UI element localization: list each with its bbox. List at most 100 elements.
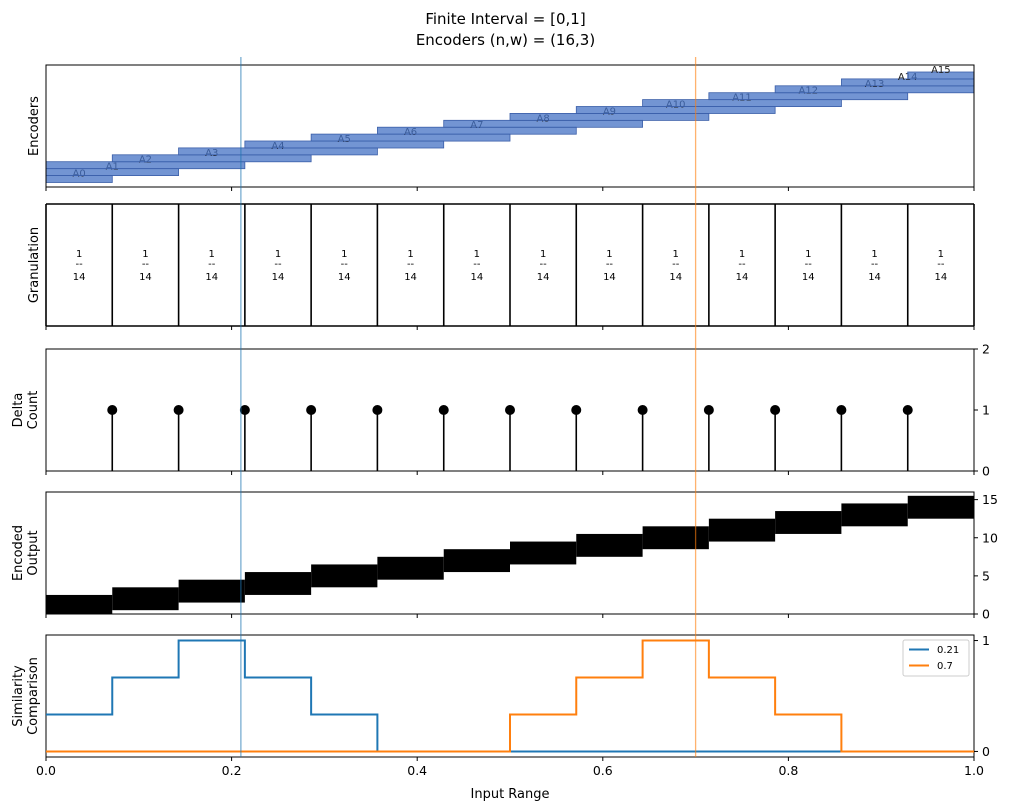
- granule-fraction-bar: --: [738, 259, 746, 270]
- granule-numerator: 1: [673, 249, 679, 260]
- encoded-output-panel: 0 5 10 15 Encoded Output: [11, 491, 998, 622]
- granule-denominator: 14: [669, 272, 682, 283]
- x-axis-label: Input Range: [471, 787, 550, 802]
- encoded-block: [178, 579, 245, 603]
- marker-lines: [240, 57, 697, 757]
- encoded-block: [576, 533, 643, 557]
- granule-fraction-bar: --: [274, 259, 282, 270]
- output-y-tick-label: 10: [982, 530, 998, 545]
- granule-numerator: 1: [540, 249, 546, 260]
- delta-y-tick-label: 0: [982, 464, 990, 479]
- granule-denominator: 14: [935, 272, 948, 283]
- x-tick-label: 0.2: [222, 763, 242, 778]
- granule-numerator: 1: [341, 249, 347, 260]
- granule-denominator: 14: [603, 272, 616, 283]
- granule-denominator: 14: [736, 272, 749, 283]
- delta-marker: [836, 405, 847, 415]
- granule-fraction-bar: --: [341, 259, 349, 270]
- granule-fraction-bar: --: [672, 259, 680, 270]
- granule-fraction-bar: --: [76, 259, 84, 270]
- granule-fraction-bar: --: [871, 259, 879, 270]
- granule-denominator: 14: [802, 272, 815, 283]
- granule-numerator: 1: [407, 249, 413, 260]
- granule-denominator: 14: [205, 272, 218, 283]
- legend-entry-label: 0.21: [937, 645, 959, 656]
- granule-denominator: 14: [139, 272, 152, 283]
- delta-marker: [703, 405, 714, 415]
- delta-marker: [239, 405, 250, 415]
- encoded-block: [112, 587, 179, 611]
- encoded-block: [244, 572, 312, 595]
- encoders-panel: A0A1A2A3A4A5A6A7A8A9A10A11A12A13A14A15En…: [27, 64, 975, 191]
- granule-denominator: 14: [73, 272, 86, 283]
- delta-marker: [902, 405, 913, 415]
- delta-marker: [438, 405, 449, 415]
- delta-y-tick-label: 2: [982, 342, 990, 357]
- granule-numerator: 1: [739, 249, 745, 260]
- delta-marker: [770, 405, 781, 415]
- output-y-label: Encoded: [11, 525, 26, 581]
- granulation-panel: 1--141--141--141--141--141--141--141--14…: [27, 203, 975, 330]
- encoders-frame: [45, 64, 975, 188]
- granulation-y-label: Granulation: [27, 227, 42, 303]
- similarity-line-0-7: [46, 639, 974, 753]
- similarity-y-label: Comparison: [26, 657, 41, 735]
- legend: 0.21 0.7: [902, 639, 970, 677]
- granule-numerator: 1: [871, 249, 877, 260]
- granule-numerator: 1: [606, 249, 612, 260]
- granule-denominator: 14: [537, 272, 550, 283]
- encoded-block: [311, 564, 378, 588]
- encoded-block: [377, 556, 444, 580]
- encoded-block: [443, 549, 510, 573]
- encoded-block: [775, 511, 842, 534]
- similarity-panel: 0 1 0.21 0.7 0.0 0.2 0.4 0.6 0.8 1.0 Similarity Com…: [11, 633, 990, 778]
- x-tick-label: 1.0: [964, 763, 984, 778]
- granule-denominator: 14: [272, 272, 285, 283]
- encoded-block: [642, 526, 709, 550]
- granule-fraction-bar: --: [208, 259, 216, 270]
- similarity-y-label: Similarity: [11, 665, 26, 727]
- granule-numerator: 1: [275, 249, 281, 260]
- delta-marker: [571, 405, 582, 415]
- granule-fraction-bar: --: [805, 259, 813, 270]
- encoded-block: [841, 503, 908, 527]
- granule-fraction-bar: --: [473, 259, 481, 270]
- output-y-tick-label: 5: [982, 568, 990, 583]
- granule-fraction-bar: --: [606, 259, 614, 270]
- delta-count-panel: 0 1 2 Delta Count: [11, 342, 990, 479]
- chart-title-line-1: Finite Interval = [0,1]: [425, 10, 585, 28]
- output-frame: [45, 491, 975, 615]
- granule-denominator: 14: [338, 272, 351, 283]
- granule-fraction-bar: --: [142, 259, 150, 270]
- delta-marker: [505, 405, 515, 415]
- granule-denominator: 14: [471, 272, 484, 283]
- delta-marker: [637, 405, 648, 415]
- encoded-block: [708, 518, 776, 542]
- granule-numerator: 1: [474, 249, 480, 260]
- granule-fraction-bar: --: [540, 259, 548, 270]
- delta-marker: [107, 405, 118, 415]
- output-y-label: Output: [26, 530, 41, 575]
- encoded-block: [907, 495, 974, 519]
- granule-numerator: 1: [938, 249, 944, 260]
- granule-fraction-bar: --: [407, 259, 415, 270]
- delta-y-tick-label: 1: [982, 403, 990, 418]
- similarity-y-tick-label: 1: [982, 633, 990, 648]
- encoders-y-label: Encoders: [27, 96, 42, 156]
- x-tick-label: 0.0: [36, 763, 56, 778]
- encoder-label: A15: [931, 65, 951, 76]
- similarity-y-tick-label: 0: [982, 744, 990, 759]
- granule-numerator: 1: [805, 249, 811, 260]
- delta-y-label: Delta: [11, 393, 26, 428]
- delta-marker: [306, 405, 317, 415]
- granule-numerator: 1: [209, 249, 215, 260]
- encoded-block: [510, 541, 577, 565]
- granule-numerator: 1: [142, 249, 148, 260]
- x-tick-label: 0.4: [407, 763, 427, 778]
- delta-marker: [173, 405, 184, 415]
- output-y-tick-label: 15: [982, 492, 998, 507]
- encoded-block: [46, 594, 113, 614]
- legend-entry-label: 0.7: [937, 661, 953, 672]
- granule-denominator: 14: [868, 272, 881, 283]
